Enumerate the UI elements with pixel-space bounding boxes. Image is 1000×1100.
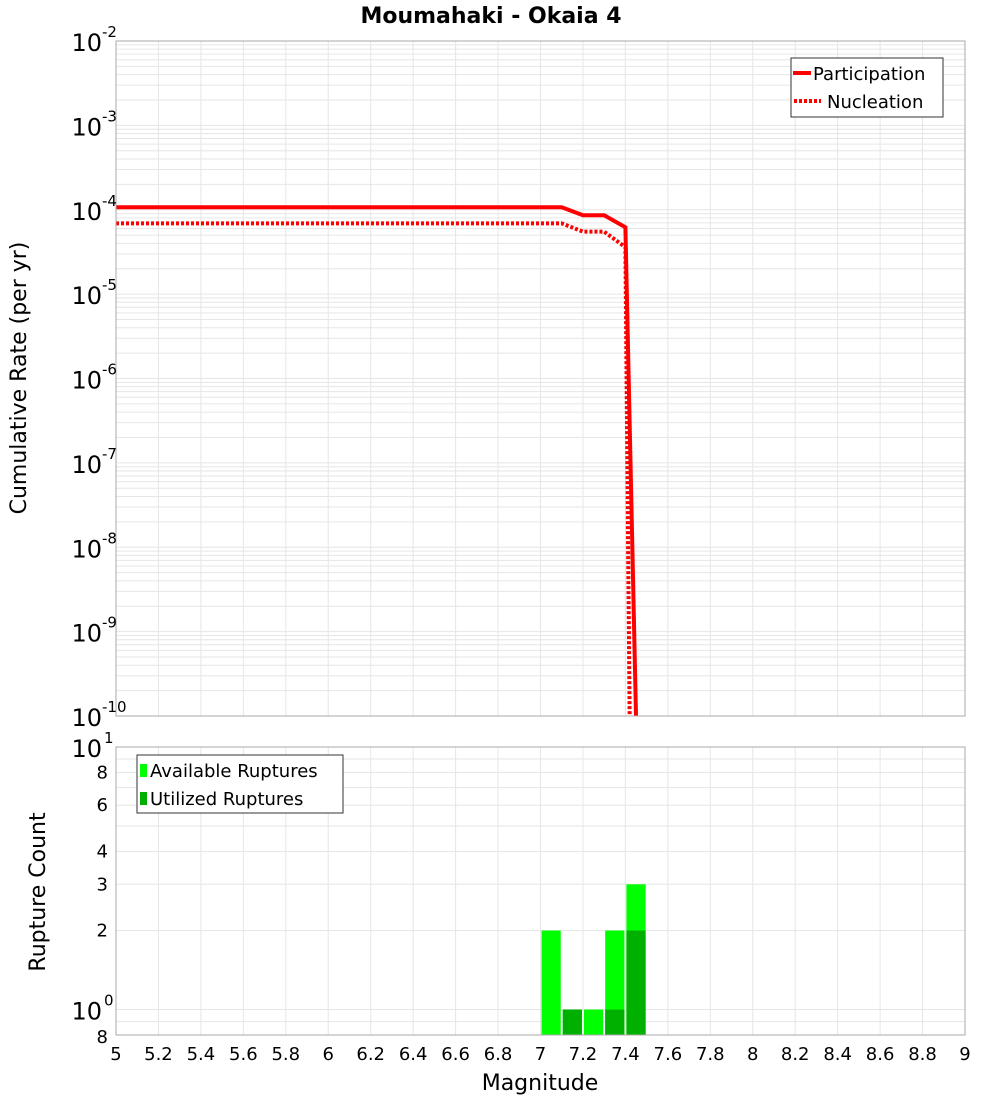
svg-text:-4: -4 (102, 192, 117, 210)
svg-text:8.6: 8.6 (866, 1044, 895, 1065)
svg-text:10: 10 (71, 29, 102, 57)
available-bar (605, 930, 625, 1035)
svg-text:3: 3 (97, 874, 108, 895)
svg-text:10: 10 (71, 735, 102, 763)
svg-text:6.8: 6.8 (484, 1044, 513, 1065)
svg-text:5.6: 5.6 (229, 1044, 258, 1065)
svg-text:-2: -2 (102, 23, 117, 41)
chart-title: Moumahaki - Okaia 4 (360, 4, 621, 29)
svg-text:10: 10 (71, 282, 102, 310)
svg-text:10: 10 (71, 451, 102, 479)
svg-text:8.2: 8.2 (781, 1044, 810, 1065)
available-legend-swatch (140, 764, 147, 777)
svg-text:8.8: 8.8 (908, 1044, 937, 1065)
nucleation-line (116, 221, 632, 717)
svg-text:10: 10 (71, 535, 102, 563)
participation-legend-label: Participation (813, 64, 925, 85)
svg-text:-7: -7 (102, 445, 117, 463)
svg-text:6: 6 (97, 795, 108, 816)
svg-text:5.8: 5.8 (271, 1044, 300, 1065)
svg-text:8: 8 (97, 762, 108, 783)
available-bar (541, 930, 561, 1035)
x-axis-label: Magnitude (482, 1071, 599, 1096)
available-bar (583, 1009, 604, 1035)
svg-text:8.4: 8.4 (823, 1044, 852, 1065)
top-y-axis-label: Cumulative Rate (per yr) (7, 242, 32, 515)
utilized-bar (626, 930, 646, 1035)
svg-text:7.4: 7.4 (611, 1044, 640, 1065)
svg-text:7.8: 7.8 (696, 1044, 725, 1065)
svg-text:7.6: 7.6 (654, 1044, 683, 1065)
available-legend-label: Available Ruptures (150, 761, 318, 782)
svg-text:10: 10 (71, 198, 102, 226)
nucleation-legend-label: Nucleation (827, 92, 923, 113)
svg-text:-5: -5 (102, 276, 117, 294)
svg-text:10: 10 (71, 704, 102, 732)
svg-text:-8: -8 (102, 529, 117, 547)
svg-text:5: 5 (110, 1044, 121, 1065)
svg-text:-3: -3 (102, 107, 117, 125)
top-plot-area: 10-210-310-410-510-610-710-810-910-10 Cu… (7, 23, 966, 732)
svg-text:10: 10 (71, 113, 102, 141)
svg-text:7: 7 (535, 1044, 546, 1065)
svg-text:2: 2 (97, 921, 108, 942)
svg-text:6.6: 6.6 (441, 1044, 470, 1065)
bottom-plot-frame (115, 746, 966, 1036)
svg-text:10: 10 (71, 367, 102, 395)
top-legend: Participation Nucleation (790, 57, 944, 118)
top-y-tick-labels: 10-210-310-410-510-610-710-810-910-10 (71, 23, 126, 732)
utilized-bar (562, 1009, 582, 1035)
svg-text:8: 8 (97, 1027, 108, 1048)
utilized-legend-label: Utilized Ruptures (150, 789, 303, 810)
top-plot-frame (115, 40, 966, 717)
svg-text:6: 6 (323, 1044, 334, 1065)
svg-text:4: 4 (97, 841, 108, 862)
bottom-y-axis-label: Rupture Count (26, 812, 51, 972)
svg-text:6.4: 6.4 (399, 1044, 428, 1065)
x-tick-labels: 5 5.2 5.4 5.6 5.8 6 6.2 6.4 6.6 6.8 7 7.2 7.4 7.6 7.8 8… (110, 1044, 970, 1065)
top-series-lines (116, 205, 639, 717)
svg-text:5.2: 5.2 (144, 1044, 173, 1065)
utilized-bar (605, 1009, 625, 1035)
svg-text:-9: -9 (102, 614, 117, 632)
top-gridlines (115, 41, 966, 717)
svg-text:7.2: 7.2 (569, 1044, 598, 1065)
svg-text:10: 10 (71, 998, 102, 1026)
svg-text:-10: -10 (102, 698, 127, 716)
bottom-bars (541, 884, 646, 1035)
svg-text:1: 1 (104, 729, 114, 747)
svg-text:-6: -6 (102, 361, 117, 379)
bottom-legend: Available Ruptures Utilized Ruptures (136, 754, 344, 814)
svg-text:0: 0 (104, 992, 114, 1010)
svg-text:10: 10 (71, 620, 102, 648)
svg-text:6.2: 6.2 (356, 1044, 385, 1065)
utilized-legend-swatch (140, 792, 147, 805)
svg-text:9: 9 (959, 1044, 970, 1065)
svg-text:5.4: 5.4 (187, 1044, 216, 1065)
svg-text:8: 8 (747, 1044, 758, 1065)
